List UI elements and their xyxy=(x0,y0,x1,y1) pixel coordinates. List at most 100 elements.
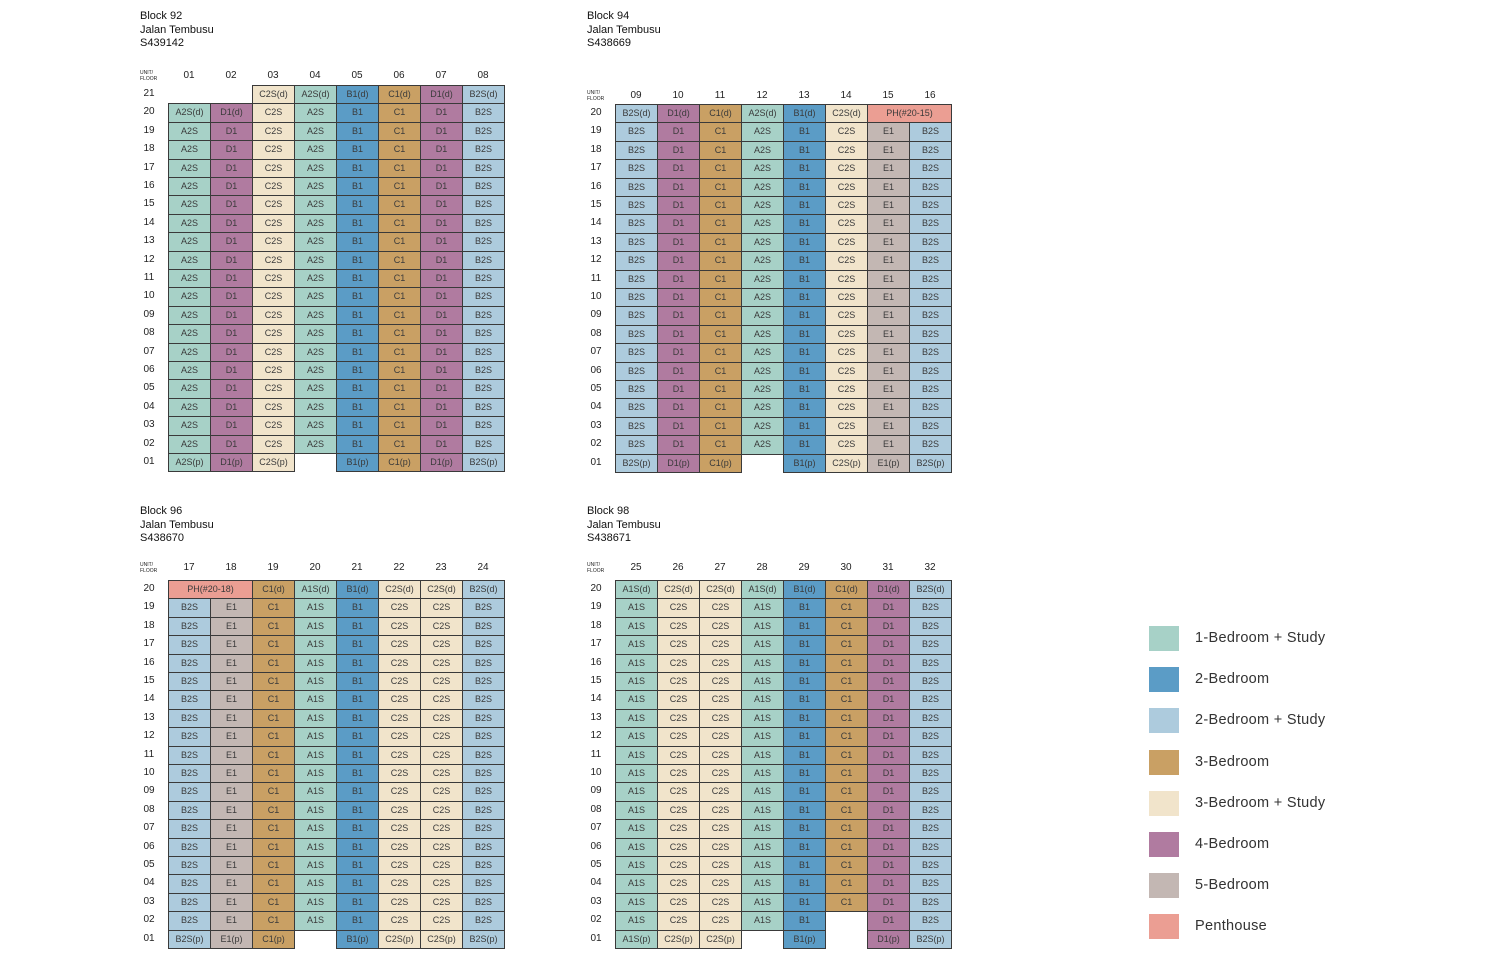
unit-cell: C1 xyxy=(252,598,295,618)
unit-floor-corner-label: UNIT/FLOOR xyxy=(587,562,604,574)
floor-number-label: 06 xyxy=(143,364,155,375)
unit-cell: B2S xyxy=(168,598,211,618)
unit-cell: B1 xyxy=(336,195,379,215)
unit-number-label: 28 xyxy=(756,562,768,573)
unit-cell: E1 xyxy=(210,690,253,710)
unit-cell: A1S xyxy=(615,911,658,931)
floor-number-label: 10 xyxy=(590,767,602,778)
unit-cell: D1 xyxy=(420,195,463,215)
unit-cell: C1 xyxy=(378,269,421,289)
floor-number-label: 17 xyxy=(590,638,602,650)
unit-cell: D1 xyxy=(210,324,253,344)
unit-cell: A2S xyxy=(294,324,337,344)
unit-cell: C1 xyxy=(825,874,868,894)
unit-cell: C2S xyxy=(378,653,421,673)
unit-cell: D1 xyxy=(210,177,253,197)
unit-cell: D1 xyxy=(210,269,253,289)
unit-cell: B2S xyxy=(168,782,211,802)
unit-cell: C1 xyxy=(252,653,295,673)
floor-number-label: 05 xyxy=(143,382,155,394)
unit-cell: B1 xyxy=(336,250,379,270)
unit-cell: C2S xyxy=(657,635,700,655)
unit-cell: A1S xyxy=(294,892,337,913)
unit-cell: B2S xyxy=(909,343,952,363)
unit-cell: C1 xyxy=(699,380,742,400)
unit-cell: D1 xyxy=(210,342,253,362)
unit-cell: D1 xyxy=(420,416,463,436)
unit-cell: A2S xyxy=(741,324,784,345)
unit-cell: C1 xyxy=(699,196,742,216)
floor-number-label: 18 xyxy=(143,143,155,155)
unit-cell: B1 xyxy=(336,764,379,784)
unit-cell: C2S(p) xyxy=(378,929,421,949)
unit-cell: A2S xyxy=(168,305,211,326)
unit-cell: D1 xyxy=(867,653,910,673)
unit-cell: B2S xyxy=(462,177,505,197)
unit-cell: C2S(p) xyxy=(699,929,742,949)
unit-cell: C1 xyxy=(252,892,295,913)
unit-cell: C1 xyxy=(825,764,868,784)
unit-cell: D1 xyxy=(867,745,910,765)
unit-cell: D1 xyxy=(657,380,700,400)
corner-label-line: FLOOR xyxy=(587,95,605,102)
unit-cell: A1S xyxy=(741,874,784,894)
unit-cell: C2S xyxy=(252,305,295,326)
floor-number-label: 16 xyxy=(143,180,155,191)
unit-cell: A1S xyxy=(294,727,337,747)
floor-number-label: 14 xyxy=(590,693,602,705)
unit-cell: D1 xyxy=(657,196,700,216)
unit-cell: D1 xyxy=(867,727,910,747)
unit-cell: A1S xyxy=(741,727,784,747)
floor-number-label: 16 xyxy=(590,656,602,668)
unit-cell: B2S xyxy=(909,782,952,802)
unit-cell: D1 xyxy=(420,250,463,270)
unit-cell: C2S xyxy=(699,892,742,913)
unit-number-label: 15 xyxy=(882,90,894,101)
unit-cell: C2S xyxy=(378,837,421,857)
unit-cell: C2S xyxy=(420,708,463,729)
unit-cell: A1S xyxy=(741,708,784,729)
unit-number-label: 07 xyxy=(435,70,447,81)
unit-cell: C2S xyxy=(699,874,742,894)
unit-cell: B2S(p) xyxy=(462,453,505,473)
unit-cell: A2S xyxy=(741,140,784,161)
unit-number-label: 11 xyxy=(714,90,726,101)
unit-cell: C2S xyxy=(825,196,868,216)
floor-number-label: 20 xyxy=(590,583,602,594)
unit-cell: C1 xyxy=(699,288,742,308)
unit-cell: B1 xyxy=(783,361,826,381)
unit-cell: B1 xyxy=(783,232,826,253)
floor-number-label: 12 xyxy=(590,254,602,266)
unit-cell: C1(p) xyxy=(252,929,295,949)
unit-cell: B2S xyxy=(168,635,211,655)
unit-cell: A2S xyxy=(741,177,784,197)
unit-cell: B2S(p) xyxy=(168,929,211,949)
unit-cell: D1 xyxy=(210,121,253,142)
unit-cell: C1 xyxy=(252,837,295,857)
unit-cell: B2S xyxy=(462,690,505,710)
unit-cell: C1 xyxy=(252,764,295,784)
unit-cell: A2S xyxy=(294,305,337,326)
unit-cell: C2S(p) xyxy=(252,453,295,473)
unit-cell: E1 xyxy=(867,269,910,289)
unit-cell: A2S xyxy=(294,269,337,289)
unit-cell: C2S xyxy=(378,764,421,784)
floor-number-label: 14 xyxy=(143,216,155,228)
unit-cell: B2S xyxy=(909,727,952,747)
floor-number-label: 04 xyxy=(590,401,602,413)
unit-cell: C2S xyxy=(699,708,742,729)
unit-cell: C2S xyxy=(252,324,295,344)
unit-cell: C2S xyxy=(420,800,463,821)
unit-cell: C2S xyxy=(657,708,700,729)
unit-cell: E1 xyxy=(210,819,253,839)
unit-cell: A1S xyxy=(741,819,784,839)
unit-cell: B2S xyxy=(909,140,952,161)
unit-cell: B1 xyxy=(783,837,826,857)
unit-cell: B2S xyxy=(909,708,952,729)
unit-cell: B2S xyxy=(615,177,658,197)
unit-cell: D1 xyxy=(867,800,910,821)
unit-cell: E1 xyxy=(867,159,910,179)
unit-cell: A1S xyxy=(294,800,337,821)
unit-cell: D1 xyxy=(657,343,700,363)
unit-cell: D1 xyxy=(867,672,910,692)
